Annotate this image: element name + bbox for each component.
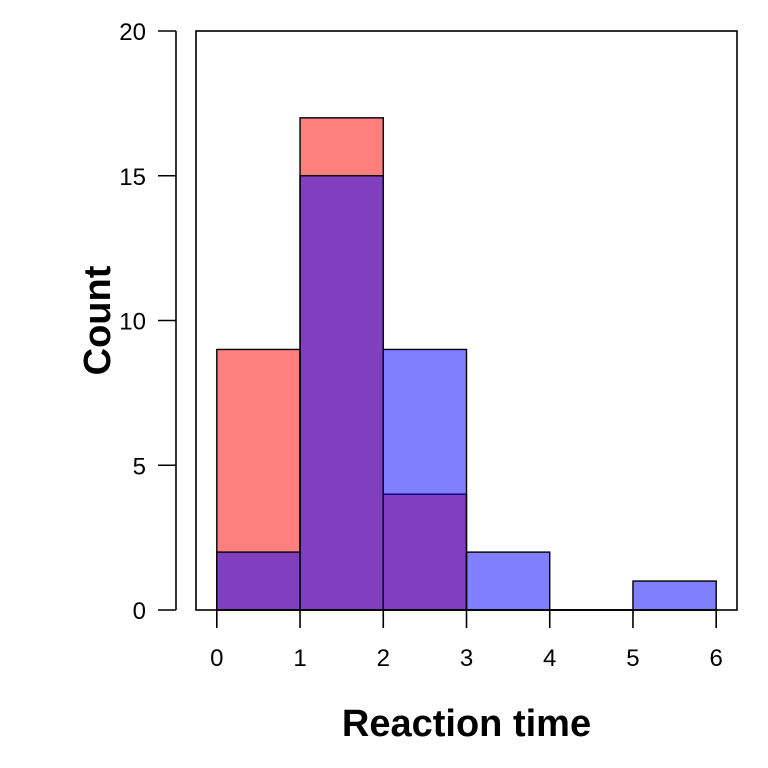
y-tick-label: 10 <box>119 309 146 336</box>
x-tick-label: 4 <box>543 645 556 672</box>
y-tick-label: 5 <box>133 453 146 480</box>
bars-layer <box>216 117 717 611</box>
series-2-bars <box>216 175 717 611</box>
x-axis-title: Reaction time <box>342 703 591 745</box>
x-tick-label: 6 <box>710 645 723 672</box>
x-tick-label: 0 <box>210 645 223 672</box>
bar <box>299 175 384 611</box>
bar <box>465 551 551 611</box>
y-axis-title: Count <box>77 265 119 375</box>
x-tick-label: 5 <box>626 645 639 672</box>
y-axis: 0 5 10 15 20 <box>119 19 177 625</box>
y-tick-label: 0 <box>133 598 146 625</box>
bar <box>632 580 717 611</box>
x-tick-label: 3 <box>460 645 473 672</box>
y-tick-label: 20 <box>119 19 146 46</box>
bar <box>382 348 468 611</box>
x-axis: 0 1 2 3 4 5 6 <box>210 609 723 672</box>
y-tick-label: 15 <box>119 164 146 191</box>
bar <box>216 551 301 611</box>
x-tick-label: 1 <box>293 645 306 672</box>
x-tick-label: 2 <box>377 645 390 672</box>
